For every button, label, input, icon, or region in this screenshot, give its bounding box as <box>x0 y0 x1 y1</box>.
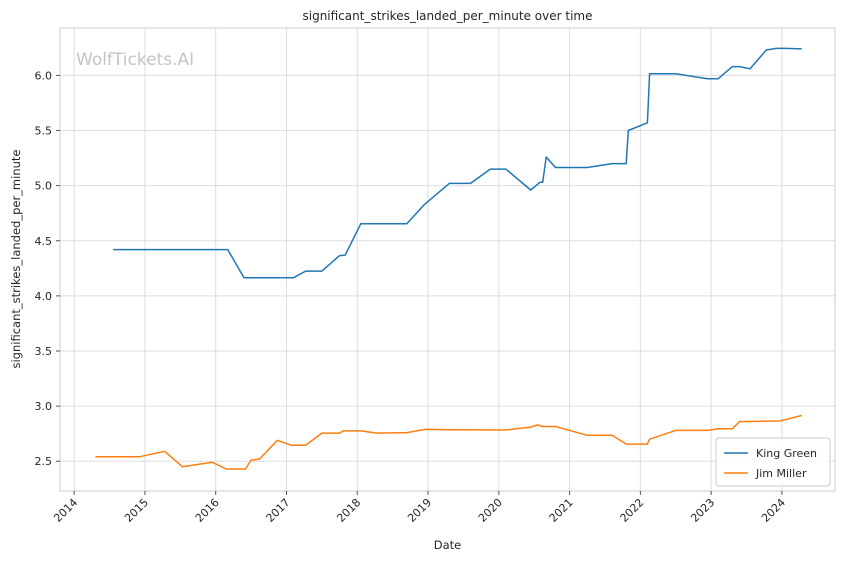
series-line-king-green <box>113 47 802 279</box>
watermark-text: WolfTickets.AI <box>76 50 194 70</box>
grid <box>60 28 835 491</box>
y-tick-label: 5.5 <box>35 125 53 138</box>
y-tick-label: 6.0 <box>35 69 53 82</box>
legend-label-jim-miller: Jim Miller <box>755 467 807 480</box>
plot-area <box>60 28 835 491</box>
y-axis-title: significant_strikes_landed_per_minute <box>9 150 23 369</box>
y-tick-label: 3.0 <box>35 400 53 413</box>
y-tick-label: 2.5 <box>35 455 53 468</box>
series-line-jim-miller <box>95 414 802 470</box>
series-layer <box>95 47 802 470</box>
legend-box <box>715 437 831 487</box>
legend-label-king-green: King Green <box>756 447 817 460</box>
plot-frame <box>59 27 836 492</box>
y-tick-label: 4.0 <box>35 290 53 303</box>
y-tick-label: 3.5 <box>35 345 53 358</box>
y-tick-label: 4.5 <box>35 235 53 248</box>
x-axis-title: Date <box>434 538 462 552</box>
legend: King Green Jim Miller <box>715 437 831 487</box>
y-tick-label: 5.0 <box>35 180 53 193</box>
chart-title: significant_strikes_landed_per_minute ov… <box>302 9 592 23</box>
